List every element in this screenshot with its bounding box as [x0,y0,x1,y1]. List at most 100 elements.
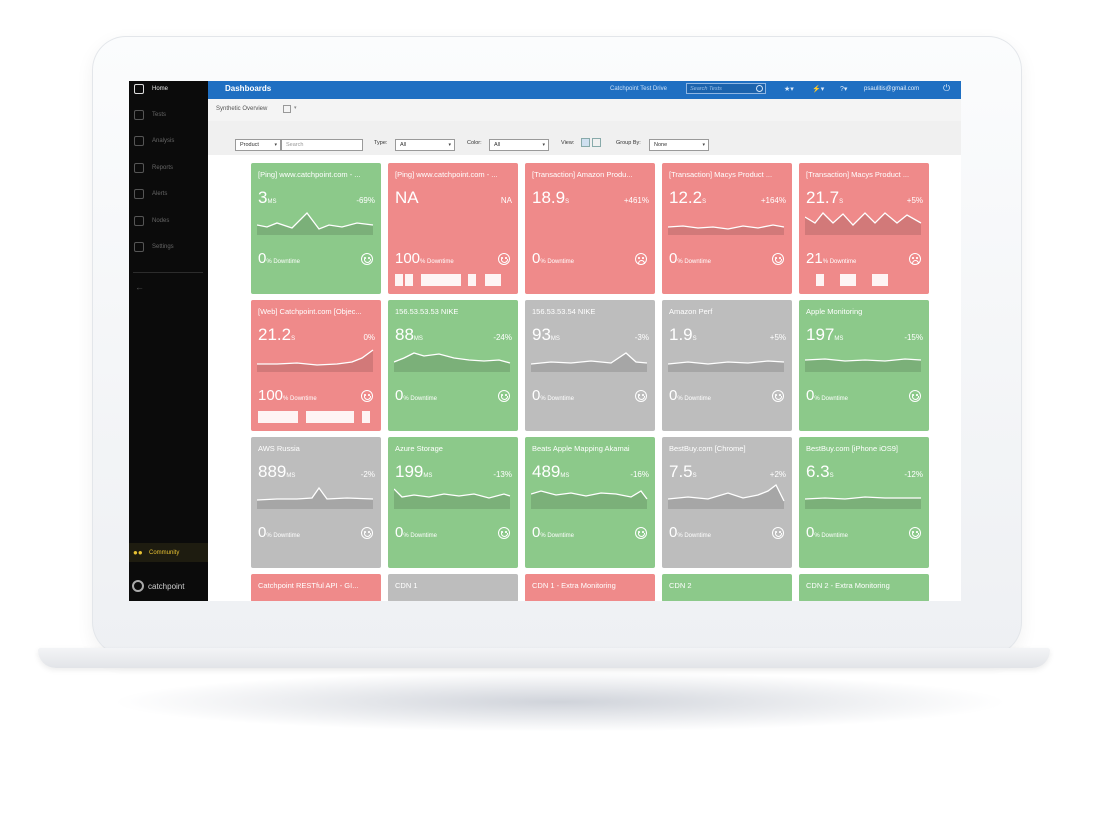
test-card[interactable]: CDN 2 [662,574,792,601]
test-card[interactable]: [Web] Catchpoint.com [Objec... 21.2S 0% 100… [251,300,381,431]
sparkline-area [805,497,921,509]
downtime-bar [485,274,493,286]
card-downtime-value: 0 [258,524,267,541]
power-icon[interactable]: ⏻ [943,83,951,93]
search-icon[interactable] [756,85,763,92]
card-title: AWS Russia [258,444,300,453]
test-card[interactable]: Catchpoint RESTful API - GI... [251,574,381,601]
card-metric-value: 21.7 [806,188,840,207]
sidebar: Home Tests Analysis Reports Alerts Nodes… [129,81,208,601]
product-select[interactable]: Product ▾ [235,139,281,151]
test-card[interactable]: BestBuy.com [iPhone iOS9] 6.3S -12% 0% Down… [799,437,929,568]
card-sparkline [805,212,922,235]
community-link[interactable]: ●● Community [129,543,208,562]
sidebar-item-alerts[interactable]: Alerts [129,182,208,206]
card-downtime-value: 0 [806,387,815,404]
card-metric-unit: MS [560,473,570,479]
card-sparkline [257,212,374,235]
card-change: -3% [634,333,649,342]
card-change: -12% [904,470,923,479]
page-title: Dashboards [225,84,272,93]
list-view-icon[interactable] [592,138,601,147]
smiley-face-icon [361,253,373,265]
card-change: -13% [493,470,512,479]
test-card[interactable]: Amazon Perf 1.9S +5% 0% Downtime [662,300,792,431]
test-card[interactable]: [Ping] www.catchpoint.com - ... 3MS -69% 0%… [251,163,381,294]
test-card[interactable]: CDN 1 [388,574,518,601]
test-card[interactable]: [Transaction] Macys Product ... 12.2S +164… [662,163,792,294]
card-metric-value: 3 [258,188,268,207]
test-drive-label: Catchpoint Test Drive [610,86,667,92]
filter-search-input[interactable]: Search [281,139,363,151]
sub-header: Synthetic Overview ▾ [208,99,961,121]
sad-face-icon [635,253,647,265]
test-card[interactable]: AWS Russia 889MS -2% 0% Downtime [251,437,381,568]
sparkline-line [257,486,374,501]
test-card[interactable]: 156.53.53.54 NIKE 93MS -3% 0% Downtime [525,300,655,431]
card-downtime-value: 100 [258,387,284,404]
test-card[interactable]: BestBuy.com [Chrome] 7.5S +2% 0% Downtime [662,437,792,568]
sidebar-item-home[interactable]: Home [129,81,208,101]
card-change: -15% [904,333,923,342]
card-downtime-value: 0 [669,250,678,267]
test-card[interactable]: [Transaction] Macys Product ... 21.7S +5% 2… [799,163,929,294]
search-tests-input[interactable]: Search Tests [686,83,766,94]
sparkline-line [394,488,511,499]
card-downtime-value: 0 [532,250,541,267]
sparkline-area [531,491,647,509]
sparkline-line [805,358,922,362]
grid-view-icon[interactable] [581,138,590,147]
card-title: CDN 2 - Extra Monitoring [806,581,890,590]
card-sparkline [257,349,374,372]
card-change: -2% [360,470,375,479]
type-select[interactable]: All ▾ [395,139,455,151]
sparkline-area [531,353,647,372]
test-card[interactable]: 156.53.53.53 NIKE 88MS -24% 0% Downtime [388,300,518,431]
card-metric-unit: MS [423,473,433,479]
chevron-down-icon: ▾ [448,142,451,148]
test-card[interactable]: Beats Apple Mapping Akamai 489MS -16% 0% Do… [525,437,655,568]
color-select[interactable]: All ▾ [489,139,549,151]
sidebar-item-reports[interactable]: Reports [129,156,208,180]
card-sparkline [668,484,785,509]
card-metric-value: 6.3 [806,462,830,481]
card-metric-value: 12.2 [669,188,703,207]
card-change: -24% [493,333,512,342]
card-metric-unit: MS [267,199,277,205]
downtime-bar [314,411,322,423]
chevron-down-icon: ▾ [542,142,545,148]
chevron-down-icon[interactable]: ▾ [294,105,297,111]
card-title: BestBuy.com [iPhone iOS9] [806,444,898,453]
collapse-arrow-icon[interactable]: ← [135,282,144,292]
test-card[interactable]: [Ping] www.catchpoint.com - ... NA NA 100% … [388,163,518,294]
test-card[interactable]: Azure Storage 199MS -13% 0% Downtime [388,437,518,568]
sparkline-line [805,212,922,226]
card-downtime-label: % Downtime [677,396,712,402]
card-metric-value: 7.5 [669,462,693,481]
user-email[interactable]: psaulitis@gmail.com [864,86,920,92]
group-by-label: Group By: [616,140,641,146]
test-card[interactable]: CDN 1 - Extra Monitoring [525,574,655,601]
card-downtime: 0% Downtime [806,524,848,541]
test-card[interactable]: [Transaction] Amazon Produ... 18.9S +461% 0… [525,163,655,294]
star-icon[interactable]: ★▾ [784,86,794,93]
card-metric: 93MS [532,325,560,345]
downtime-bar [445,274,453,286]
test-card[interactable]: Apple Monitoring 197MS -15% 0% Downtime [799,300,929,431]
sidebar-item-analysis[interactable]: Analysis [129,129,208,153]
card-metric-value: 489 [532,462,561,481]
sidebar-item-tests[interactable]: Tests [129,103,208,127]
sparkline-line [668,224,785,230]
sparkline-line [394,352,511,364]
sidebar-item-nodes[interactable]: Nodes [129,209,208,233]
card-metric: NA [395,188,419,208]
group-by-select[interactable]: None ▾ [649,139,709,151]
help-icon[interactable]: ?▾ [840,86,848,93]
calendar-icon[interactable] [283,105,291,113]
card-downtime: 0% Downtime [532,387,574,404]
test-card[interactable]: CDN 2 - Extra Monitoring [799,574,929,601]
card-downtime: 100% Downtime [395,250,454,267]
lightning-icon[interactable]: ⚡▾ [812,86,825,93]
sidebar-item-settings[interactable]: Settings [129,235,208,259]
card-downtime-label: % Downtime [677,259,712,265]
